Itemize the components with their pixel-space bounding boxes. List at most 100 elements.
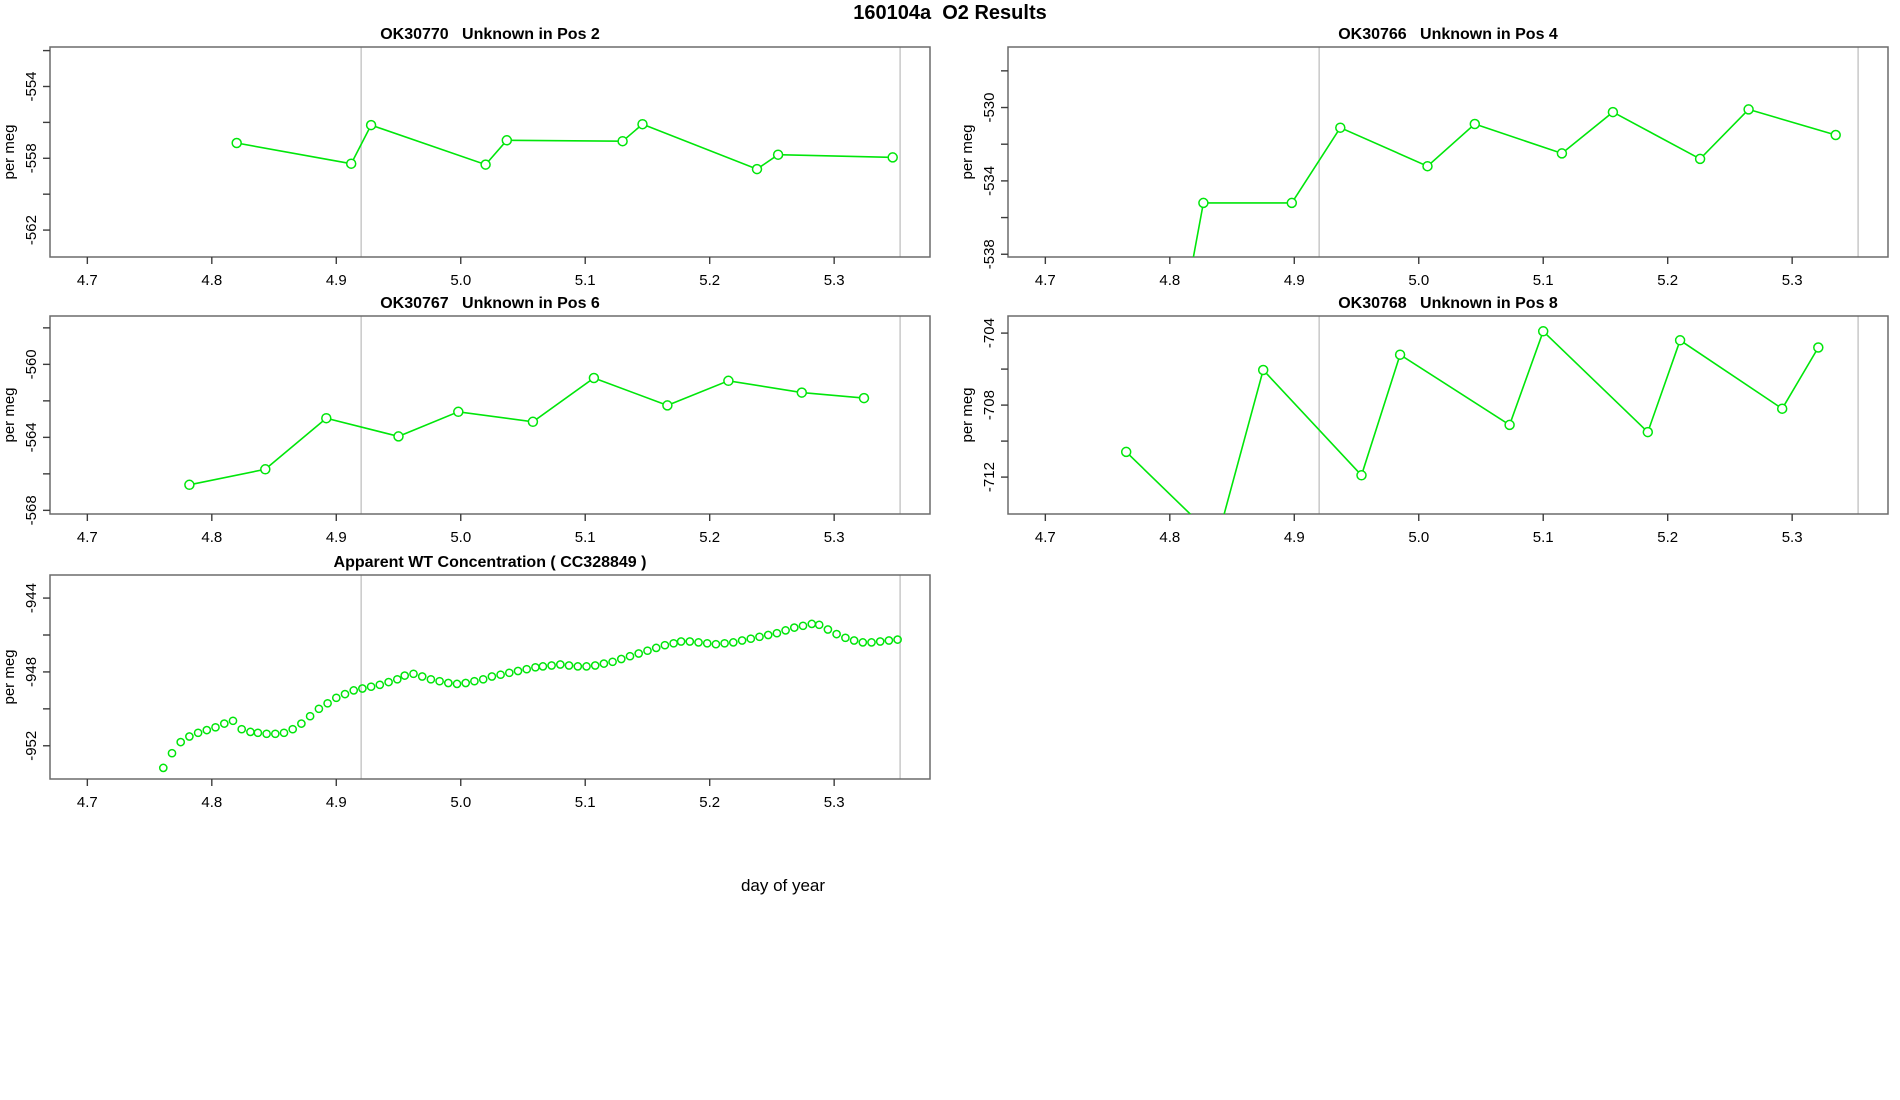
- data-point: [522, 664, 532, 674]
- data-point: [480, 159, 491, 170]
- data-point: [637, 118, 648, 130]
- panel-title: OK30766 Unknown in Pos 4: [1338, 26, 1558, 43]
- data-point: [746, 634, 756, 644]
- data-point: [858, 638, 868, 647]
- data-point: [751, 163, 763, 175]
- data-point: [720, 638, 729, 648]
- data-point: [496, 670, 505, 680]
- x-tick-label: 5.2: [699, 794, 720, 811]
- y-tick-label: -564: [23, 422, 40, 452]
- x-tick-label: 5.1: [575, 529, 596, 546]
- data-point: [452, 679, 462, 689]
- data-point: [814, 620, 824, 630]
- data-point: [1394, 349, 1406, 360]
- y-tick-label: -562: [23, 215, 40, 245]
- y-tick-label: -554: [23, 71, 40, 101]
- data-point: [1694, 153, 1706, 165]
- data-point: [849, 636, 859, 645]
- y-tick-label: -558: [23, 143, 40, 173]
- data-point: [228, 716, 238, 726]
- panel-1: 4.7 4.8 4.9 5.0 5.1 5.2 5.3 -554 -558 -562 per meg…: [1, 26, 931, 289]
- data-point: [798, 621, 808, 631]
- x-tick-label: 5.2: [1657, 529, 1678, 546]
- data-point: [366, 682, 376, 692]
- data-point: [527, 416, 539, 428]
- data-point: [685, 637, 695, 646]
- x-tick-label: 4.7: [1035, 272, 1056, 289]
- x-tick-label: 5.3: [824, 794, 845, 811]
- data-point: [167, 748, 177, 758]
- x-tick-label: 5.1: [575, 272, 596, 289]
- data-point: [702, 638, 712, 648]
- panel-4: 4.7 4.8 4.9 5.0 5.1 5.2 5.3 -704 -708 -712 per meg…: [959, 295, 1889, 546]
- data-point: [676, 637, 686, 646]
- x-tick-label: 4.8: [1159, 529, 1180, 546]
- data-point: [588, 372, 600, 384]
- data-point: [211, 722, 220, 732]
- data-point: [453, 406, 464, 418]
- data-point: [582, 662, 591, 671]
- x-tick-label: 5.0: [1408, 272, 1429, 289]
- data-point: [270, 729, 280, 739]
- x-tick-label: 4.8: [1159, 272, 1180, 289]
- data-point: [443, 678, 453, 688]
- y-tick-label: -568: [23, 495, 40, 525]
- data-point: [358, 684, 367, 693]
- data-point: [573, 662, 583, 671]
- data-point: [893, 635, 902, 644]
- x-tick-label: 5.3: [824, 529, 845, 546]
- data-point: [513, 666, 523, 676]
- x-tick-label: 5.3: [1782, 272, 1803, 289]
- x-tick-label: 5.0: [450, 272, 471, 289]
- x-tick-label: 5.3: [1782, 529, 1803, 546]
- data-point: [728, 638, 738, 647]
- data-point: [400, 671, 410, 680]
- data-point: [478, 674, 488, 684]
- data-point: [461, 678, 471, 688]
- y-tick-label: -952: [23, 731, 40, 761]
- data-point: [643, 646, 652, 656]
- x-tick-label: 4.8: [201, 272, 222, 289]
- data-point: [297, 719, 306, 728]
- x-tick-label: 4.9: [1284, 272, 1305, 289]
- y-tick-label: -534: [981, 166, 998, 196]
- x-tick-label: 5.2: [699, 272, 720, 289]
- data-point: [1198, 197, 1209, 209]
- data-point: [1830, 129, 1841, 141]
- data-point: [781, 626, 790, 635]
- data-point: [772, 628, 782, 638]
- x-axis-label: day of year: [740, 876, 826, 895]
- data-point: [501, 135, 513, 146]
- x-tick-label: 5.1: [575, 794, 596, 811]
- plot-frame: [49, 46, 931, 258]
- data-point: [858, 392, 870, 404]
- data-point: [219, 719, 229, 728]
- data-point: [662, 400, 673, 411]
- data-point: [487, 672, 497, 681]
- data-point: [392, 674, 402, 684]
- data-point: [1469, 118, 1481, 130]
- data-point: [887, 152, 898, 163]
- data-point: [564, 661, 574, 670]
- data-point: [1607, 106, 1619, 118]
- data-point: [1286, 197, 1298, 209]
- data-point: [832, 629, 841, 639]
- data-point: [651, 643, 661, 653]
- x-tick-label: 4.7: [77, 794, 98, 811]
- data-point: [409, 669, 418, 679]
- data-point: [375, 680, 385, 690]
- data-point: [875, 637, 885, 646]
- x-tick-label: 5.3: [824, 272, 845, 289]
- data-point: [1504, 419, 1515, 431]
- data-point: [321, 412, 332, 424]
- x-tick-label: 5.1: [1533, 272, 1554, 289]
- data-point: [789, 623, 799, 632]
- data-point: [435, 676, 444, 686]
- data-point: [340, 689, 350, 699]
- data-point: [504, 668, 514, 678]
- data-point: [823, 625, 833, 634]
- data-point: [253, 728, 263, 738]
- panel-title: OK30768 Unknown in Pos 8: [1338, 295, 1558, 312]
